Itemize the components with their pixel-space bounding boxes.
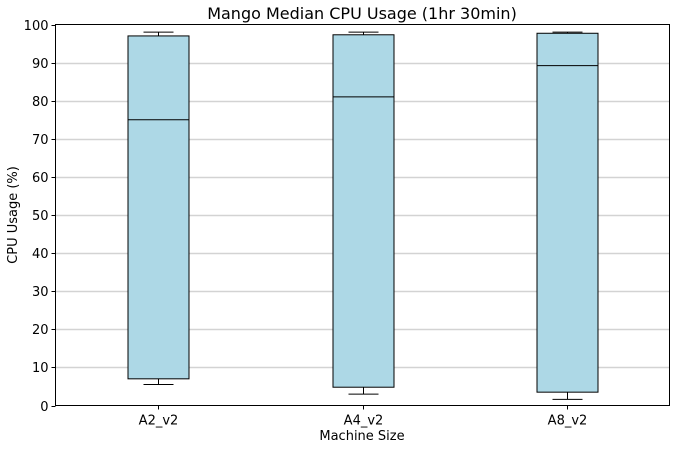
y-axis: 0 10 20 30 40 50 60 70 80 90 100 [24, 19, 56, 415]
box-a2-v2 [127, 31, 190, 386]
y-tick-label: 50 [32, 209, 49, 224]
y-tick-label: 90 [32, 57, 49, 72]
box-a4-v2 [332, 31, 395, 395]
y-tick-label: 10 [32, 361, 49, 376]
y-tick-label: 60 [32, 171, 49, 186]
y-tick-label: 80 [32, 95, 49, 110]
y-tick-label: 70 [32, 133, 49, 148]
y-tick-label: 40 [32, 247, 49, 262]
iqr-box [536, 32, 599, 393]
x-tick-label: A8_v2 [548, 414, 588, 429]
y-tick-label: 30 [32, 285, 49, 300]
x-tick-label: A4_v2 [344, 414, 384, 429]
y-axis-label: CPU Usage (%) [6, 166, 21, 264]
x-axis: A2_v2 A4_v2 A8_v2 [139, 405, 588, 429]
y-tick-label: 100 [24, 19, 49, 34]
y-tick-label: 20 [32, 323, 49, 338]
x-axis-label: Machine Size [319, 429, 404, 444]
iqr-box [332, 34, 395, 388]
iqr-box [127, 35, 190, 380]
boxes-layer [127, 31, 599, 400]
box-a8-v2 [536, 31, 599, 400]
x-tick-label: A2_v2 [139, 414, 179, 429]
chart-title: Mango Median CPU Usage (1hr 30min) [207, 4, 517, 23]
y-tick-label: 0 [40, 400, 48, 415]
